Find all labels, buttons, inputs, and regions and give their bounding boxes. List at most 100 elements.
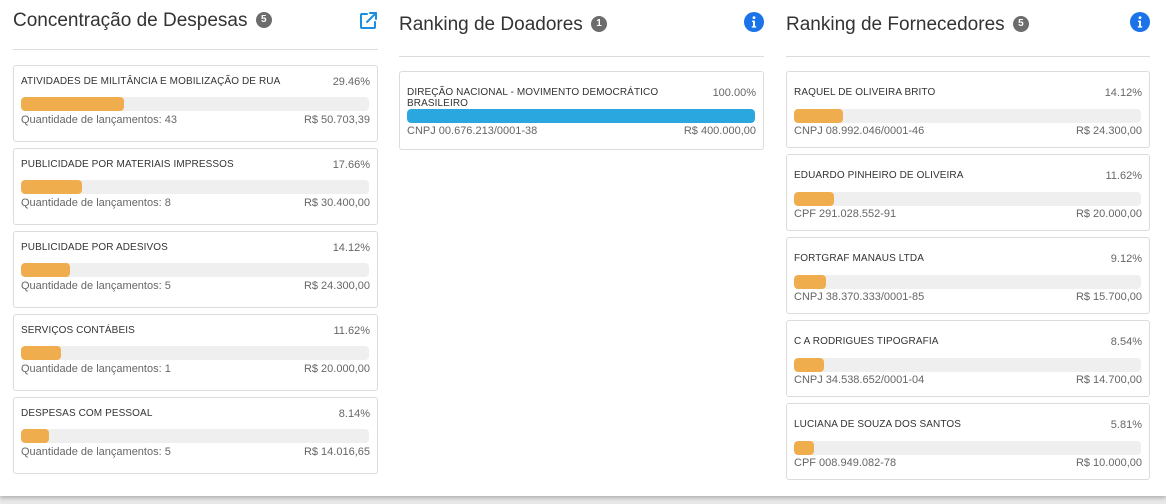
card-percentage: 17.66% xyxy=(332,159,370,171)
external-link-icon[interactable] xyxy=(358,11,378,31)
document-id: CNPJ 34.538.652/0001-04 xyxy=(794,374,925,386)
progress-bar-fill xyxy=(21,180,83,194)
card-percentage: 11.62% xyxy=(333,325,371,337)
progress-bar xyxy=(21,346,369,360)
card-amount: R$ 50.703,39 xyxy=(303,114,370,126)
despesas-section: Concentração de Despesas 5 ATIVIDADES DE… xyxy=(13,0,378,480)
card-bottom: CNPJ 08.992.046/0001-46 R$ 24.300,00 xyxy=(794,125,1142,137)
card-bottom: CNPJ 38.370.333/0001-85 R$ 15.700,00 xyxy=(794,291,1142,303)
expense-card[interactable]: ATIVIDADES DE MILITÂNCIA E MOBILIZAÇÃO D… xyxy=(13,65,378,142)
card-percentage: 8.54% xyxy=(1110,336,1142,348)
card-top: EDUARDO PINHEIRO DE OLIVEIRA 11.62% xyxy=(794,170,1142,182)
supplier-card[interactable]: EDUARDO PINHEIRO DE OLIVEIRA 11.62% CPF 29… xyxy=(786,154,1150,231)
progress-bar xyxy=(794,441,1141,455)
card-name: PUBLICIDADE POR ADESIVOS xyxy=(21,242,168,253)
fornecedores-title-text: Ranking de Fornecedores xyxy=(786,14,1005,35)
progress-bar-fill xyxy=(794,358,824,372)
card-name: FORTGRAF MANAUS LTDA xyxy=(794,253,924,264)
card-name: EDUARDO PINHEIRO DE OLIVEIRA xyxy=(794,170,964,181)
card-percentage: 5.81% xyxy=(1110,419,1142,431)
progress-bar-fill xyxy=(794,109,843,123)
progress-bar xyxy=(794,109,1141,123)
fornecedores-title: Ranking de Fornecedores 5 xyxy=(786,14,1029,36)
progress-bar-fill xyxy=(21,346,62,360)
doadores-list: DIREÇÃO NACIONAL - MOVIMENTO DEMOCRÁTICO… xyxy=(399,71,764,150)
supplier-card[interactable]: FORTGRAF MANAUS LTDA 9.12% CNPJ 38.370.333… xyxy=(786,237,1150,314)
card-percentage: 14.12% xyxy=(1104,87,1142,99)
progress-bar-fill xyxy=(794,441,815,455)
card-percentage: 11.62% xyxy=(1105,170,1143,182)
card-bottom: CPF 008.949.082-78 R$ 10.000,00 xyxy=(794,457,1142,469)
supplier-card[interactable]: LUCIANA DE SOUZA DOS SANTOS 5.81% CPF 008.… xyxy=(786,403,1150,480)
info-icon[interactable] xyxy=(744,12,764,32)
card-amount: R$ 14.016,65 xyxy=(303,446,370,458)
card-percentage: 14.12% xyxy=(332,242,370,254)
card-bottom: CNPJ 00.676.213/0001-38 R$ 400.000,00 xyxy=(407,125,756,137)
expense-card[interactable]: PUBLICIDADE POR MATERIAIS IMPRESSOS 17.66… xyxy=(13,148,378,225)
card-bottom: CNPJ 34.538.652/0001-04 R$ 14.700,00 xyxy=(794,374,1142,386)
progress-bar xyxy=(407,109,755,123)
card-bottom: CPF 291.028.552-91 R$ 20.000,00 xyxy=(794,208,1142,220)
progress-bar-fill xyxy=(794,192,835,206)
card-top: PUBLICIDADE POR ADESIVOS 14.12% xyxy=(21,242,370,254)
expense-card[interactable]: DESPESAS COM PESSOAL 8.14% Quantidade de l… xyxy=(13,397,378,474)
progress-bar xyxy=(21,429,369,443)
supplier-card[interactable]: RAQUEL DE OLIVEIRA BRITO 14.12% CNPJ 08.99… xyxy=(786,71,1150,148)
card-amount: R$ 20.000,00 xyxy=(1075,208,1142,220)
progress-bar-fill xyxy=(407,109,755,123)
progress-bar-fill xyxy=(21,97,124,111)
card-bottom: Quantidade de lançamentos: 5 R$ 24.300,00 xyxy=(21,280,370,292)
card-amount: R$ 30.400,00 xyxy=(303,197,370,209)
progress-bar-fill xyxy=(794,275,826,289)
card-bottom: Quantidade de lançamentos: 43 R$ 50.703,3… xyxy=(21,114,370,126)
card-percentage: 8.14% xyxy=(338,408,370,420)
info-icon[interactable] xyxy=(1130,12,1150,32)
card-name: SERVIÇOS CONTÁBEIS xyxy=(21,325,135,336)
card-amount: R$ 14.700,00 xyxy=(1075,374,1142,386)
doadores-title: Ranking de Doadores 1 xyxy=(399,14,608,36)
card-top: DESPESAS COM PESSOAL 8.14% xyxy=(21,408,370,420)
card-percentage: 29.46% xyxy=(332,76,370,88)
document-id: CPF 008.949.082-78 xyxy=(794,457,897,469)
despesas-header: Concentração de Despesas 5 xyxy=(13,0,378,50)
card-top: DIREÇÃO NACIONAL - MOVIMENTO DEMOCRÁTICO… xyxy=(407,87,756,109)
expense-card[interactable]: SERVIÇOS CONTÁBEIS 11.62% Quantidade de la… xyxy=(13,314,378,391)
card-top: ATIVIDADES DE MILITÂNCIA E MOBILIZAÇÃO D… xyxy=(21,76,370,88)
fornecedores-list: RAQUEL DE OLIVEIRA BRITO 14.12% CNPJ 08.99… xyxy=(786,71,1150,480)
card-percentage: 100.00% xyxy=(712,87,756,99)
doadores-header: Ranking de Doadores 1 xyxy=(399,0,764,57)
entries-count: Quantidade de lançamentos: 5 xyxy=(21,446,171,458)
card-name: DESPESAS COM PESSOAL xyxy=(21,408,153,419)
document-id: CNPJ 08.992.046/0001-46 xyxy=(794,125,925,137)
entries-count: Quantidade de lançamentos: 1 xyxy=(21,363,171,375)
despesas-title: Concentração de Despesas 5 xyxy=(13,10,272,32)
entries-count: Quantidade de lançamentos: 43 xyxy=(21,114,177,126)
document-id: CNPJ 38.370.333/0001-85 xyxy=(794,291,925,303)
supplier-card[interactable]: C A RODRIGUES TIPOGRAFIA 8.54% CNPJ 34.538… xyxy=(786,320,1150,397)
document-id: CNPJ 00.676.213/0001-38 xyxy=(407,125,538,137)
fornecedores-count-badge: 5 xyxy=(1012,15,1029,32)
doadores-section: Ranking de Doadores 1 DIREÇÃO NACIONAL -… xyxy=(399,0,764,156)
card-name: PUBLICIDADE POR MATERIAIS IMPRESSOS xyxy=(21,159,234,170)
card-top: FORTGRAF MANAUS LTDA 9.12% xyxy=(794,253,1142,265)
despesas-list: ATIVIDADES DE MILITÂNCIA E MOBILIZAÇÃO D… xyxy=(13,65,378,474)
card-name: DIREÇÃO NACIONAL - MOVIMENTO DEMOCRÁTICO… xyxy=(407,87,659,109)
despesas-count-badge: 5 xyxy=(255,11,272,28)
progress-bar xyxy=(21,263,369,277)
expense-card[interactable]: PUBLICIDADE POR ADESIVOS 14.12% Quantidade… xyxy=(13,231,378,308)
card-bottom: Quantidade de lançamentos: 5 R$ 14.016,65 xyxy=(21,446,370,458)
card-top: RAQUEL DE OLIVEIRA BRITO 14.12% xyxy=(794,87,1142,99)
card-bottom: Quantidade de lançamentos: 1 R$ 20.000,00 xyxy=(21,363,370,375)
card-percentage: 9.12% xyxy=(1110,253,1142,265)
doadores-title-text: Ranking de Doadores xyxy=(399,14,583,35)
progress-bar xyxy=(21,97,369,111)
card-top: PUBLICIDADE POR MATERIAIS IMPRESSOS 17.66… xyxy=(21,159,370,171)
despesas-title-text: Concentração de Despesas xyxy=(13,10,248,31)
card-amount: R$ 400.000,00 xyxy=(683,125,756,137)
progress-bar xyxy=(794,192,1141,206)
donor-card[interactable]: DIREÇÃO NACIONAL - MOVIMENTO DEMOCRÁTICO… xyxy=(399,71,764,150)
card-amount: R$ 20.000,00 xyxy=(303,363,370,375)
progress-bar-fill xyxy=(21,263,71,277)
card-name: LUCIANA DE SOUZA DOS SANTOS xyxy=(794,419,962,430)
